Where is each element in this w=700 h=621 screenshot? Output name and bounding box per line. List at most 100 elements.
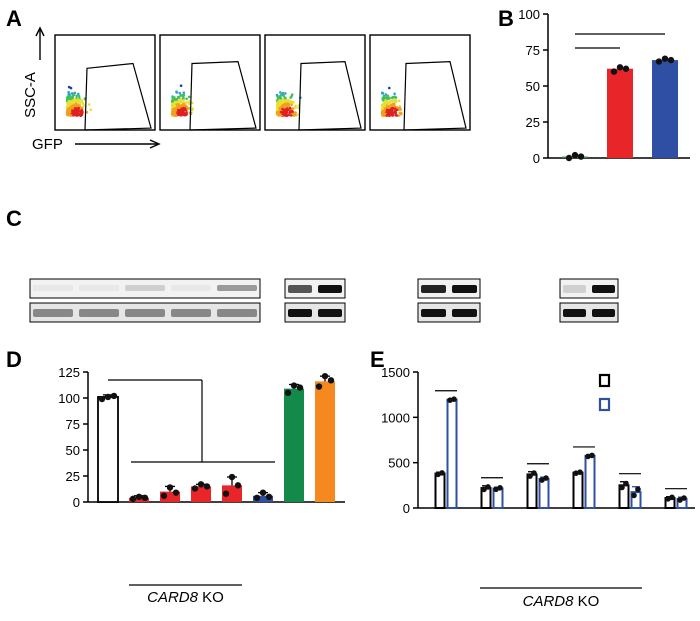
- flow-event-dot: [176, 106, 180, 109]
- flow-event-dot: [291, 110, 294, 113]
- bar-rpv: [446, 398, 458, 509]
- flow-event-dot: [171, 102, 175, 105]
- flow-event-dot: [284, 96, 287, 100]
- ssc-a-axis-label: SSC-A: [22, 72, 39, 118]
- protein-band: [592, 285, 615, 293]
- flow-event-dot: [381, 97, 384, 100]
- flow-event-dot: [388, 105, 392, 108]
- data-point: [577, 469, 583, 475]
- data-point: [622, 65, 630, 72]
- data-point: [655, 58, 663, 65]
- flow-event-dot: [69, 97, 72, 101]
- card8-ko-label: CARD8 KO: [147, 589, 224, 606]
- flow-event-dot: [277, 99, 281, 103]
- flow-event-dot: [182, 99, 185, 102]
- flow-event-dot: [399, 111, 403, 115]
- bar-casp1-ko: [253, 495, 273, 502]
- flow-event-dot: [294, 106, 297, 109]
- y-tick-label: 50: [66, 443, 80, 458]
- flow-event-dot: [276, 111, 280, 115]
- flow-event-dot: [385, 113, 389, 117]
- flow-event-dot: [80, 111, 84, 115]
- data-point: [531, 470, 537, 476]
- flow-event-dot: [176, 100, 180, 103]
- y-tick-label: 50: [526, 79, 540, 94]
- data-point: [571, 151, 579, 159]
- panel-letter-b: B: [498, 6, 514, 31]
- data-point: [166, 484, 174, 491]
- flow-event-dot: [68, 108, 71, 112]
- flow-event-dot: [182, 108, 185, 111]
- flow-event-dot: [191, 101, 194, 105]
- flow-event-dot: [87, 103, 91, 106]
- flow-event-dot: [173, 112, 177, 115]
- flow-event-dot: [188, 107, 191, 110]
- bar-dmso: [572, 471, 584, 510]
- card8-gene-name: CARD8: [523, 593, 575, 610]
- flow-event-dot: [85, 111, 89, 114]
- flow-event-dot: [171, 110, 174, 113]
- flow-event-dot: [175, 98, 179, 101]
- data-point: [259, 489, 267, 496]
- flow-event-dot: [284, 100, 287, 103]
- flow-event-dot: [77, 113, 81, 117]
- data-point: [160, 492, 168, 499]
- flow-event-dot: [290, 95, 293, 98]
- flow-event-dot: [80, 108, 84, 112]
- blot-strip-top: [417, 278, 481, 299]
- flow-event-dot: [80, 100, 84, 103]
- actin-band: [318, 309, 342, 317]
- flow-event-dot: [89, 108, 92, 112]
- bar-asc-ko: [284, 388, 304, 502]
- flow-event-dot: [384, 93, 388, 96]
- flow-event-dot: [381, 107, 385, 110]
- flow-event-dot: [171, 96, 174, 100]
- flow-event-dot: [185, 113, 188, 116]
- bar-sgrna-4: [222, 485, 242, 502]
- flow-event-dot: [183, 103, 186, 107]
- blot-strip-actin: [284, 302, 346, 323]
- data-point: [197, 481, 205, 488]
- y-tick-label: 0: [73, 495, 80, 510]
- protein-band: [33, 285, 73, 291]
- gfp-gate: [403, 60, 467, 131]
- panel-a-flow-plots: SSC-A GFP: [22, 26, 471, 153]
- flow-event-dot: [77, 106, 80, 110]
- actin-band: [79, 309, 119, 317]
- flow-event-dot: [66, 113, 70, 116]
- flow-event-dot: [395, 114, 399, 117]
- flow-event-dot: [289, 114, 293, 117]
- flow-event-dot: [179, 100, 183, 104]
- y-tick-label: 125: [58, 365, 80, 380]
- actin-band: [452, 309, 477, 317]
- data-point: [439, 470, 445, 476]
- actin-band: [217, 309, 257, 317]
- gfp-axis-label: GFP: [32, 136, 63, 153]
- flow-event-dot: [174, 100, 177, 104]
- data-point: [129, 495, 137, 503]
- blot-strip-actin: [417, 302, 481, 323]
- bar-rpv: [538, 477, 550, 509]
- data-point: [681, 495, 687, 501]
- flow-event-dot: [185, 97, 188, 101]
- flow-event-dot: [283, 108, 286, 112]
- flow-event-dot: [287, 113, 291, 117]
- flow-event-dot: [76, 100, 79, 103]
- flow-event-dot: [280, 114, 283, 117]
- flow-event-dot: [391, 112, 395, 116]
- data-point: [253, 494, 261, 502]
- data-point: [543, 475, 549, 481]
- flow-event-dot: [77, 92, 80, 96]
- data-point: [222, 490, 230, 497]
- card8-ko-label: CARD8 KO: [523, 593, 600, 610]
- flow-event-dot: [171, 112, 174, 115]
- flow-event-dot: [276, 101, 279, 104]
- data-point: [284, 389, 292, 396]
- bar-efv: [607, 68, 633, 158]
- panel-c-western-blots: [29, 278, 619, 323]
- flow-event-dot: [276, 108, 279, 111]
- flow-event-dot: [280, 105, 283, 108]
- flow-event-dot: [172, 108, 175, 111]
- flow-event-dot: [69, 114, 73, 117]
